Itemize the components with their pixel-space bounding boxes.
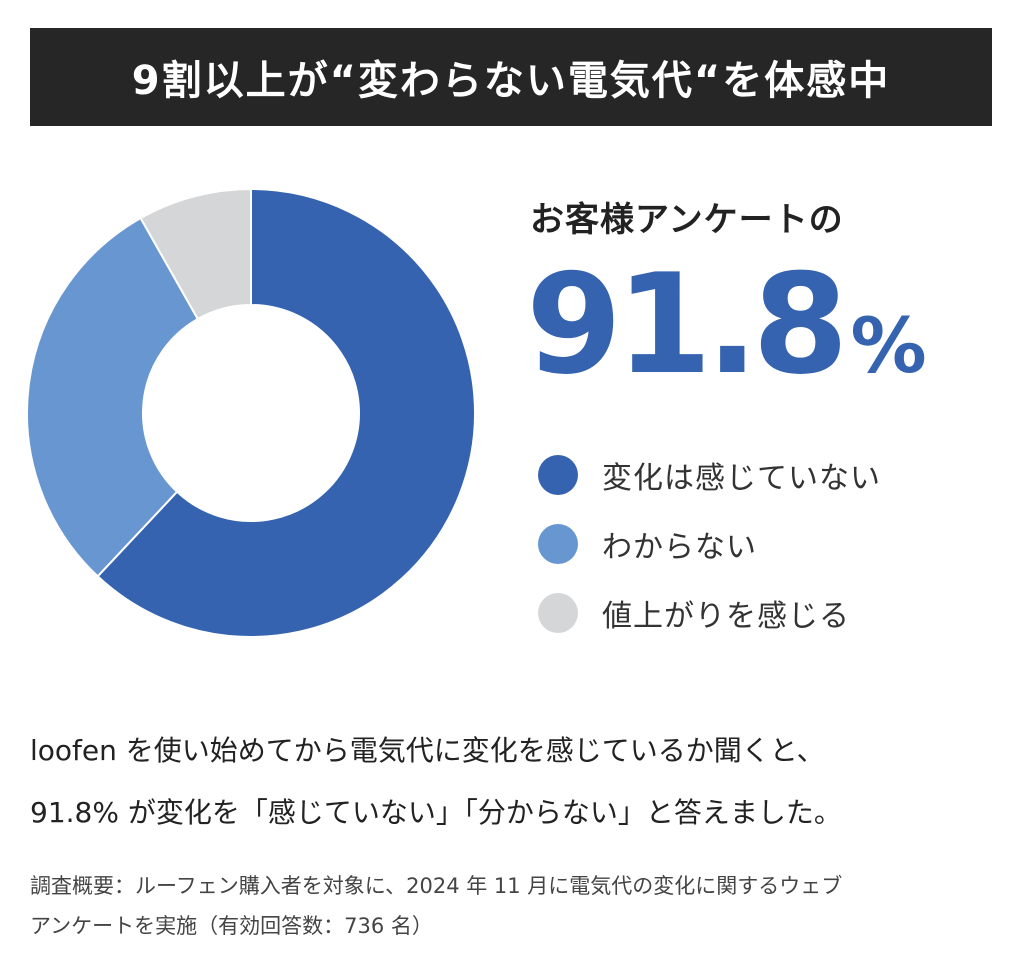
survey-label: お客様アンケートの <box>530 200 844 240</box>
headline-number: 91.8 <box>526 244 848 405</box>
donut-chart <box>26 187 476 638</box>
legend-item-1: 変化は感じていない <box>538 454 881 496</box>
note-line-2: アンケートを実施（有効回答数：736 名） <box>30 914 433 938</box>
legend-label: わからない <box>602 530 757 565</box>
headline-percentage: 91.8 % <box>526 256 927 394</box>
note-line-1: 調査概要：ルーフェン購入者を対象に、2024 年 11 月に電気代の変化に関する… <box>30 874 843 898</box>
legend-swatch <box>538 455 578 495</box>
legend-label: 変化は感じていない <box>602 461 881 496</box>
donut-slice-3 <box>139 187 252 321</box>
legend-item-3: 値上がりを感じる <box>538 592 881 634</box>
body-text: loofen を使い始めてから電気代に変化を感じているか聞くと、 91.8% が… <box>30 720 1000 844</box>
legend-swatch <box>538 524 578 564</box>
legend-swatch <box>538 593 578 633</box>
donut-slice-2 <box>26 216 200 578</box>
legend-item-2: わからない <box>538 523 881 565</box>
banner-title: 9割以上が“変わらない電気代“を体感中 <box>131 58 891 104</box>
survey-note: 調査概要：ルーフェン購入者を対象に、2024 年 11 月に電気代の変化に関する… <box>30 866 1000 946</box>
body-line-2: 91.8% が変化を「感じていない」「分からない」と答えました。 <box>30 796 842 829</box>
headline-unit: % <box>850 301 927 390</box>
chart-legend: 変化は感じていない わからない値上がりを感じる <box>538 454 881 661</box>
donut-slice-1 <box>96 187 476 638</box>
body-line-1: loofen を使い始めてから電気代に変化を感じているか聞くと、 <box>30 734 825 767</box>
title-banner: 9割以上が“変わらない電気代“を体感中 <box>30 28 992 126</box>
legend-label: 値上がりを感じる <box>602 599 850 634</box>
